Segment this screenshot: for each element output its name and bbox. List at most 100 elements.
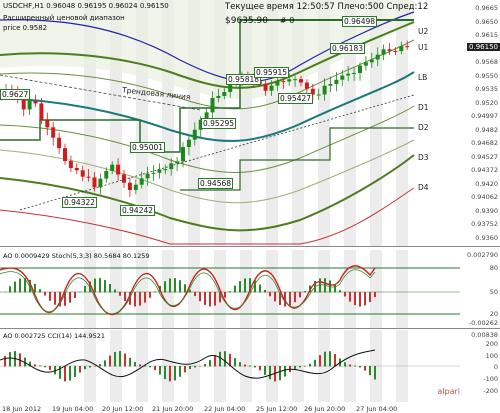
ao-bar <box>24 357 26 367</box>
time-stripe <box>292 250 304 328</box>
stochastic-canvas <box>0 250 460 328</box>
stoch-bar <box>164 281 166 293</box>
cci-axis-m100: -100 <box>483 375 498 383</box>
candle-body <box>381 49 386 55</box>
ao-bar <box>99 364 101 367</box>
stoch-bar <box>369 292 371 303</box>
time-stripe <box>396 0 408 246</box>
candle-body <box>340 75 345 80</box>
price-axis-label: 0.94062 <box>471 193 498 201</box>
cci-canvas <box>0 330 460 402</box>
ao-bar <box>349 364 351 367</box>
ao-bar <box>279 366 281 381</box>
ao-bar <box>194 366 196 368</box>
candle-body <box>80 170 85 177</box>
ao-bar <box>209 360 211 367</box>
ao-bar <box>364 366 366 371</box>
time-stripe <box>162 250 174 328</box>
candle-body <box>192 129 197 140</box>
time-stripe <box>396 250 408 328</box>
candle-body <box>39 103 44 121</box>
cci-panel[interactable]: AO 0.002725 CCI(14) 144.9521 0.00838 200… <box>0 330 500 403</box>
stoch-bar <box>274 292 276 302</box>
stoch-bar <box>149 292 151 298</box>
stoch-bar <box>349 292 351 302</box>
price-axis-label: 0.93752 <box>471 220 498 228</box>
date-label: 18 Jun 2012 <box>2 405 42 413</box>
price-axis-label: 0.94997 <box>471 112 498 120</box>
stoch-bar <box>84 286 86 293</box>
current-price-tag: 0.96150 <box>467 43 500 51</box>
date-label: 20 Jun 12:00 <box>102 405 144 413</box>
ao-bar <box>4 355 6 367</box>
candle-body <box>375 54 380 60</box>
ao-bar <box>84 366 86 370</box>
ao-bar <box>154 366 156 371</box>
price-axis-label: 0.9550 <box>475 71 498 80</box>
stoch-bar <box>154 291 156 293</box>
candle-body <box>369 59 374 63</box>
stoch-bar <box>299 292 301 298</box>
price-box: 0.95818 <box>226 74 262 85</box>
ao-bar <box>104 360 106 367</box>
stochastic-label: AO 0.0009429 Stoch(5,3,3) 80.5684 80.125… <box>3 252 150 260</box>
ao-bar <box>159 366 161 375</box>
candle-body <box>127 182 132 190</box>
stoch-bar <box>9 286 11 293</box>
candle-body <box>21 97 26 110</box>
candle-body <box>74 167 79 171</box>
price-axis-label: 0.9420 <box>475 179 498 188</box>
stoch-bar <box>124 292 126 302</box>
candle-body <box>352 72 357 74</box>
stoch-bar <box>54 292 56 305</box>
stochastic-panel[interactable]: AO 0.0009429 Stoch(5,3,3) 80.5684 80.125… <box>0 250 500 329</box>
band-d1 <box>0 105 415 173</box>
candle-body <box>151 172 156 174</box>
candle-body <box>310 88 315 95</box>
price-axis: 0.96650.96500.96150.959270.95680.95500.9… <box>444 0 500 246</box>
price-level-label: $9635.90 <box>225 16 268 26</box>
support-line <box>19 94 415 211</box>
stoch-bar <box>209 292 211 307</box>
price-box: 0.9627 <box>0 89 31 100</box>
candle-body <box>110 164 115 171</box>
candle-body <box>222 91 227 96</box>
candle-body <box>328 83 333 86</box>
stoch-bar <box>179 280 181 293</box>
ao-bar <box>314 359 316 367</box>
stoch-bar <box>344 292 346 297</box>
price-box: 0.94242 <box>120 205 156 216</box>
time-stripe <box>344 0 356 246</box>
ao-bar <box>114 351 116 367</box>
stoch-bar <box>224 292 226 298</box>
price-box: 0.95295 <box>201 118 237 129</box>
ao-bar <box>54 366 56 375</box>
stoch-bar <box>169 278 171 293</box>
stoch-bar <box>39 289 41 293</box>
band-u2 <box>0 21 415 89</box>
date-axis: 18 Jun 2012 19 Jun 04:00 20 Jun 12:00 21… <box>0 402 500 413</box>
stoch-axis-50: 50 <box>489 288 498 296</box>
stoch-bar <box>4 292 6 293</box>
stoch-bar <box>139 292 141 306</box>
cci-axis-top: 0.00838 <box>471 331 498 339</box>
candle-body <box>387 49 392 51</box>
price-level-sub: # 0 <box>280 16 295 25</box>
stoch-bar <box>49 292 51 301</box>
ao-bar <box>324 351 326 367</box>
stoch-bar <box>249 278 251 293</box>
candle-body <box>287 79 292 82</box>
cci-label: AO 0.002725 CCI(14) 144.9521 <box>3 332 106 340</box>
price-axis-label: 0.9482 <box>475 125 498 134</box>
level-d1: D1 <box>418 103 429 112</box>
stoch-bar <box>69 292 71 303</box>
main-chart-panel[interactable]: USDCHF,H1 0.96048 0.96195 0.96024 0.9615… <box>0 0 500 247</box>
price-box: 0.95427 <box>278 93 314 104</box>
cci-axis-m200: -200 <box>483 387 498 395</box>
level-lb: LB <box>418 73 428 82</box>
candle-body <box>139 178 144 185</box>
candle-body <box>122 174 126 183</box>
date-label: 19 Jun 04:00 <box>52 405 94 413</box>
candle-body <box>27 100 32 110</box>
ao-bar <box>229 353 231 367</box>
